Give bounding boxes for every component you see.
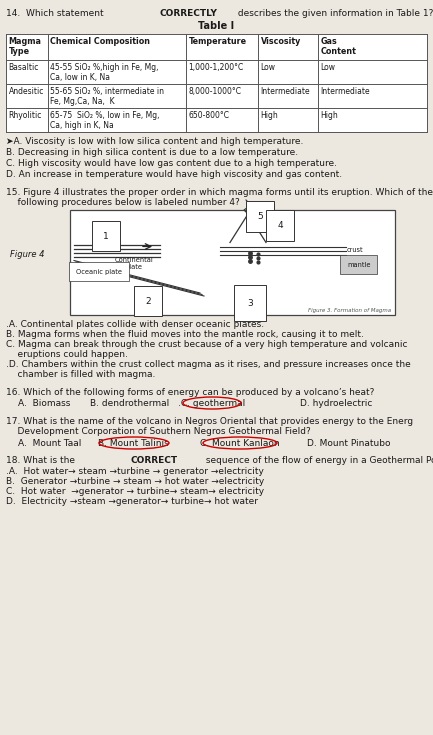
Text: ➤A. Viscosity is low with low silica content and high temperature.: ➤A. Viscosity is low with low silica con…	[6, 137, 304, 146]
Text: crust: crust	[347, 246, 364, 253]
Text: 8,000-1000°C: 8,000-1000°C	[188, 87, 242, 96]
Text: chamber is filled with magma.: chamber is filled with magma.	[6, 370, 155, 379]
Text: High: High	[261, 110, 278, 120]
Text: Development Corporation of Southern Negros Geothermal Field?: Development Corporation of Southern Negr…	[6, 427, 311, 436]
Text: Andesitic: Andesitic	[9, 87, 44, 96]
Text: D. Mount Pinatubo: D. Mount Pinatubo	[307, 439, 391, 448]
Text: B.  Generator →turbine → steam → hot water →electricity: B. Generator →turbine → steam → hot wate…	[6, 477, 264, 486]
Text: .D. Chambers within the crust collect magma as it rises, and pressure increases : .D. Chambers within the crust collect ma…	[6, 360, 411, 369]
Text: Magma
Type: Magma Type	[9, 37, 42, 56]
Text: B. Magma forms when the fluid moves into the mantle rock, causing it to melt.: B. Magma forms when the fluid moves into…	[6, 330, 364, 339]
Text: eruptions could happen.: eruptions could happen.	[6, 350, 128, 359]
Text: 65-75  SiO₂ %, low in Fe, Mg,
Ca, high in K, Na: 65-75 SiO₂ %, low in Fe, Mg, Ca, high in…	[51, 110, 160, 130]
Text: A.  Biomass: A. Biomass	[18, 399, 71, 408]
Text: Figure 4: Figure 4	[10, 250, 45, 259]
Text: High: High	[320, 110, 338, 120]
Text: 45-55 SiO₂ %,high in Fe, Mg,
Ca, low in K, Na: 45-55 SiO₂ %,high in Fe, Mg, Ca, low in …	[51, 62, 159, 82]
Text: B. dendrothermal: B. dendrothermal	[90, 399, 169, 408]
Bar	[70, 210, 395, 315]
Text: B. Decreasing in high silica content is due to a low temperature.: B. Decreasing in high silica content is …	[6, 148, 298, 157]
Text: C. Magma can break through the crust because of a very high temperature and volc: C. Magma can break through the crust bec…	[6, 340, 407, 349]
Text: Oceanic plate: Oceanic plate	[76, 268, 122, 274]
Bar	[6, 34, 427, 132]
Text: Continental
plate: Continental plate	[115, 257, 153, 270]
Text: Rhyolitic: Rhyolitic	[9, 110, 42, 120]
Text: .A. Continental plates collide with denser oceanic plates.: .A. Continental plates collide with dens…	[6, 320, 264, 329]
Text: D. An increase in temperature would have high viscosity and gas content.: D. An increase in temperature would have…	[6, 170, 342, 179]
Text: mantle: mantle	[347, 262, 371, 268]
Text: Intermediate: Intermediate	[320, 87, 370, 96]
Text: following procedures below is labeled number 4?: following procedures below is labeled nu…	[6, 198, 240, 207]
Text: Intermediate: Intermediate	[261, 87, 310, 96]
Text: Viscosity: Viscosity	[261, 37, 301, 46]
Text: C.  Hot water  →generator → turbine→ steam→ electricity: C. Hot water →generator → turbine→ steam…	[6, 487, 264, 496]
Text: 1,000-1,200°C: 1,000-1,200°C	[188, 62, 244, 71]
Text: D.  Electricity →steam →generator→ turbine→ hot water: D. Electricity →steam →generator→ turbin…	[6, 497, 258, 506]
Text: sequence of the flow of energy in a Geothermal Power Plant?: sequence of the flow of energy in a Geot…	[203, 456, 433, 465]
Text: Low: Low	[261, 62, 275, 71]
Text: B. Mount Talinis: B. Mount Talinis	[98, 439, 169, 448]
Text: A.  Mount Taal: A. Mount Taal	[18, 439, 81, 448]
Text: .C. geothermal: .C. geothermal	[178, 399, 245, 408]
Text: Table I: Table I	[198, 21, 234, 31]
Text: 650-800°C: 650-800°C	[188, 110, 229, 120]
Text: 14.  Which statement: 14. Which statement	[6, 9, 107, 18]
Text: 4: 4	[277, 221, 283, 230]
Text: 5: 5	[257, 212, 263, 221]
Text: 15. Figure 4 illustrates the proper order in which magma forms until its eruptio: 15. Figure 4 illustrates the proper orde…	[6, 188, 433, 197]
Text: C. High viscosity would have low gas content due to a high temperature.: C. High viscosity would have low gas con…	[6, 159, 337, 168]
Text: Low: Low	[320, 62, 336, 71]
Text: CORRECT: CORRECT	[131, 456, 178, 465]
Text: 18. What is the: 18. What is the	[6, 456, 78, 465]
Text: 3: 3	[247, 298, 253, 307]
Text: Temperature: Temperature	[188, 37, 247, 46]
Text: describes the given information in Table 1?: describes the given information in Table…	[236, 9, 433, 18]
Text: CORRECTLY: CORRECTLY	[159, 9, 217, 18]
Text: 17. What is the name of the volcano in Negros Oriental that provides energy to t: 17. What is the name of the volcano in N…	[6, 417, 413, 426]
Text: 16. Which of the following forms of energy can be produced by a volcano’s heat?: 16. Which of the following forms of ener…	[6, 388, 375, 397]
Text: C. Mount Kanlaon: C. Mount Kanlaon	[200, 439, 280, 448]
Text: 55-65 SiO₂ %, intermediate in
Fe, Mg,Ca, Na,  K: 55-65 SiO₂ %, intermediate in Fe, Mg,Ca,…	[51, 87, 165, 106]
Text: 1: 1	[103, 232, 109, 240]
Text: .A.  Hot water→ steam →turbine → generator →electricity: .A. Hot water→ steam →turbine → generato…	[6, 467, 264, 476]
Text: Figure 3. Formation of Magma: Figure 3. Formation of Magma	[308, 308, 391, 313]
Text: 2: 2	[145, 296, 151, 306]
Text: D. hydroelectric: D. hydroelectric	[300, 399, 372, 408]
Text: Basaltic: Basaltic	[9, 62, 39, 71]
Text: Chemical Composition: Chemical Composition	[51, 37, 151, 46]
Text: Gas
Content: Gas Content	[320, 37, 356, 56]
